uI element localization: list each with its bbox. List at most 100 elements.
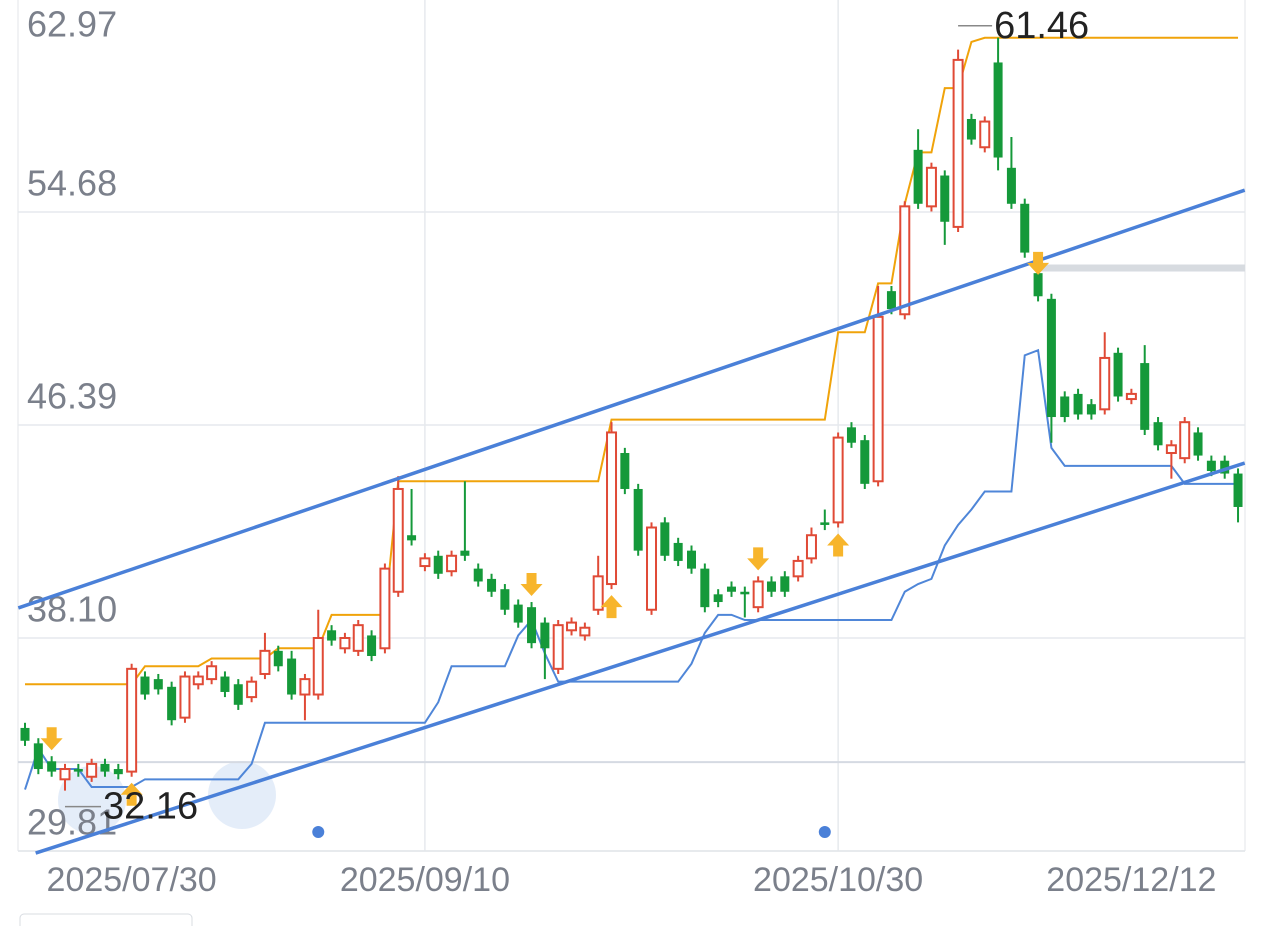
- candle-body: [73, 769, 83, 772]
- x-tick-label: 2025/12/12: [1046, 861, 1216, 899]
- candle-body: [1099, 356, 1111, 411]
- candle-body: [179, 675, 191, 719]
- indicator-line: [25, 36, 1239, 686]
- candle-body: [872, 315, 884, 483]
- candle-body: [1086, 404, 1096, 415]
- candle-body: [940, 175, 950, 222]
- candle-body: [1113, 352, 1123, 397]
- buy-signal: [827, 533, 850, 557]
- candle-body: [446, 554, 458, 573]
- y-tick-label: 29.81: [27, 802, 117, 843]
- x-tick-label: 2025/07/30: [47, 861, 217, 899]
- candle-body: [713, 594, 723, 603]
- candle-body: [140, 676, 150, 695]
- candle-body: [780, 576, 790, 592]
- zoom-handle[interactable]: [208, 761, 276, 829]
- candle-body: [886, 291, 896, 310]
- candle-body: [993, 62, 1003, 158]
- candle-body: [299, 678, 311, 696]
- x-tick-label: 2025/09/10: [340, 861, 510, 899]
- candle-body: [1193, 432, 1203, 456]
- candle-body: [86, 762, 98, 778]
- candle-body: [740, 591, 750, 595]
- candle-body: [899, 205, 911, 316]
- candle-body: [206, 665, 218, 681]
- candle-body: [220, 676, 230, 692]
- candle-body: [1046, 298, 1056, 418]
- sell-signal: [40, 727, 63, 751]
- candle-body: [700, 568, 710, 608]
- candle-body: [952, 58, 964, 228]
- candle-body: [367, 635, 377, 656]
- candle-body: [606, 431, 618, 586]
- y-tick-label: 46.39: [27, 376, 117, 417]
- candle-body: [1033, 273, 1043, 297]
- candle-body: [273, 650, 283, 667]
- candle-body: [646, 526, 658, 611]
- candle-body: [1006, 167, 1016, 204]
- candle-body: [153, 679, 163, 690]
- candle-body: [100, 763, 110, 772]
- candle-body: [566, 621, 578, 632]
- candle-body: [673, 542, 683, 561]
- candle-body: [1020, 203, 1030, 253]
- candle-body: [687, 550, 696, 569]
- candle-body: [460, 550, 470, 556]
- candle-body: [1140, 363, 1150, 430]
- candle-body: [246, 680, 258, 699]
- candle-body: [620, 453, 630, 489]
- y-tick-label: 62.97: [27, 4, 117, 45]
- trend-line: [35, 461, 1246, 855]
- candle-body: [820, 522, 830, 525]
- candle-body: [540, 622, 550, 649]
- candle-body: [59, 768, 71, 781]
- candle-body: [407, 535, 417, 541]
- candle-body: [766, 581, 776, 592]
- candle-body: [846, 427, 856, 443]
- candle-body: [126, 667, 138, 773]
- candle-body: [660, 522, 670, 556]
- level-band: [1038, 264, 1245, 272]
- candle-body: [592, 575, 604, 611]
- candle-body: [167, 686, 177, 721]
- candle-body: [1165, 444, 1177, 455]
- max-label: 61.46: [994, 5, 1089, 47]
- candle-body: [473, 568, 483, 582]
- candle-body: [925, 166, 937, 208]
- candle-body: [633, 488, 643, 551]
- candle-body: [419, 557, 431, 568]
- sell-signal: [520, 573, 543, 597]
- candle-body: [487, 578, 497, 592]
- candle-body: [966, 118, 976, 140]
- min-label: 32.16: [103, 786, 198, 828]
- candle-body: [20, 727, 30, 741]
- candle-body: [192, 675, 204, 686]
- candle-body: [433, 555, 443, 574]
- candle-body: [1125, 392, 1137, 401]
- candle-body: [1206, 460, 1216, 471]
- sell-signal: [1027, 251, 1050, 275]
- candle-body: [1153, 422, 1163, 446]
- candle-body: [832, 436, 844, 524]
- candle-body: [752, 580, 764, 609]
- zoom-handle[interactable]: [58, 766, 126, 834]
- candle-body: [552, 624, 564, 670]
- y-tick-label: 38.10: [27, 589, 117, 630]
- candle-body: [327, 630, 337, 641]
- candle-body: [47, 761, 57, 772]
- legend-box: [19, 913, 193, 926]
- candle-body: [287, 658, 297, 695]
- candle-body: [113, 769, 123, 775]
- candle-body: [233, 684, 243, 705]
- candle-body: [379, 567, 391, 650]
- event-dot: [312, 826, 325, 838]
- candle-body: [259, 649, 271, 675]
- indicator-line: [24, 348, 1239, 790]
- candle-body: [339, 637, 351, 650]
- buy-signal: [600, 595, 623, 619]
- candle-body: [33, 743, 43, 770]
